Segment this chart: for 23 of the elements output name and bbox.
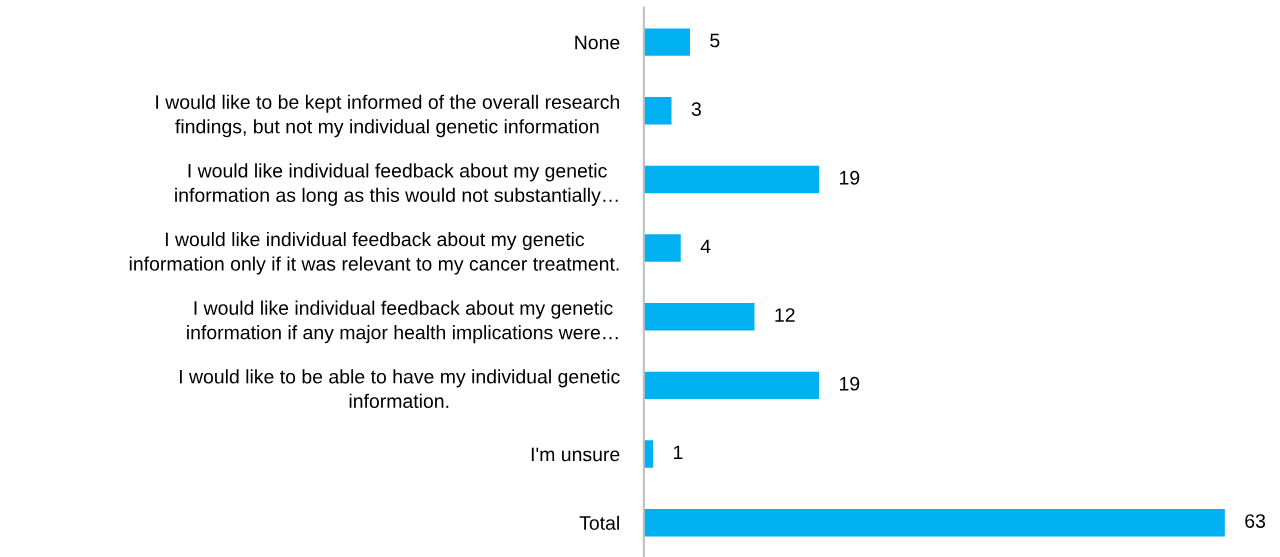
bar [643,97,672,125]
bar [643,371,820,400]
bar [643,234,681,262]
y-tick-label: I would like to be able to have my individual genetic information. [179,369,620,409]
y-tick-label: None [575,35,620,50]
y-tick-label: I would like to be kept informed of the overall research findings, but not my individual genetic information [156,94,619,138]
y-tick-label: I would like individual feedback about my genetic information as long as this would not substantially… [175,163,618,206]
y-tick-label: I would like individual feedback about my genetic information if any major health implications were… [187,300,618,344]
data-label: 12 [775,308,795,322]
data-label: 1 [673,445,683,460]
bar [643,302,755,331]
data-label: 19 [839,376,860,391]
bar [643,28,690,56]
data-label: 4 [700,239,711,254]
bar [643,508,1225,537]
y-tick-label: I would like individual feedback about my genetic information only if it was relevant to my cancer treatment. [129,231,619,275]
y-tick-label: Total [579,515,619,530]
data-label: 63 [1245,514,1266,528]
bar [643,165,820,194]
data-label: 3 [691,102,701,116]
data-label: 5 [710,33,720,48]
y-tick-label: I'm unsure [531,447,620,462]
data-label: 19 [839,170,860,185]
